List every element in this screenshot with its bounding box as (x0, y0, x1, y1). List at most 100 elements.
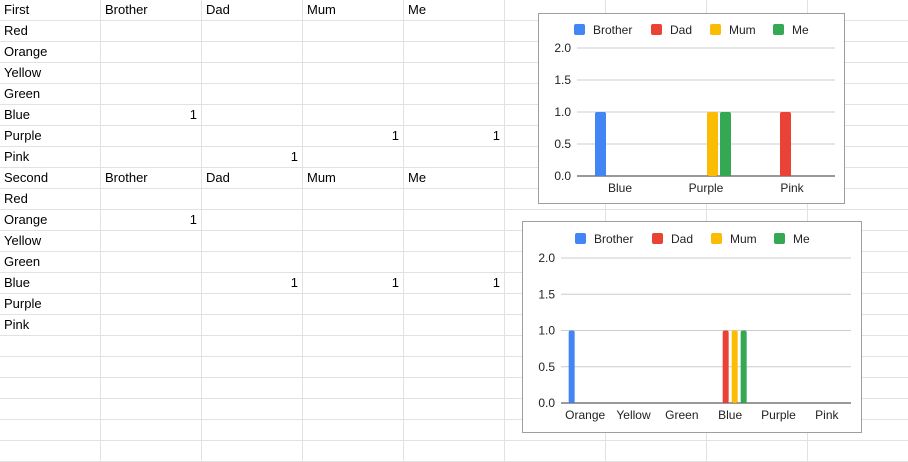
cell-g22[interactable] (606, 441, 707, 462)
cell-i1[interactable] (808, 0, 908, 21)
cell-c14[interactable]: 1 (202, 273, 303, 294)
cell-b1[interactable]: Brother (101, 0, 202, 21)
cell-d22[interactable] (303, 441, 404, 462)
cell-e14[interactable]: 1 (404, 273, 505, 294)
cell-e6[interactable] (404, 105, 505, 126)
chart0-bar-blue-brother[interactable] (595, 112, 606, 176)
cell-i21[interactable] (808, 420, 908, 441)
cell-b12[interactable] (101, 231, 202, 252)
cell-d12[interactable] (303, 231, 404, 252)
cell-b5[interactable] (101, 84, 202, 105)
cell-e12[interactable] (404, 231, 505, 252)
cell-c5[interactable] (202, 84, 303, 105)
cell-a12[interactable]: Yellow (0, 231, 101, 252)
cell-d2[interactable] (303, 21, 404, 42)
cell-c9[interactable]: Dad (202, 168, 303, 189)
cell-i6[interactable] (808, 105, 908, 126)
cell-i5[interactable] (808, 84, 908, 105)
cell-d20[interactable] (303, 399, 404, 420)
cell-i3[interactable] (808, 42, 908, 63)
cell-i10[interactable] (808, 189, 908, 210)
cell-a5[interactable]: Green (0, 84, 101, 105)
cell-b21[interactable] (101, 420, 202, 441)
cell-e3[interactable] (404, 42, 505, 63)
cell-b3[interactable] (101, 42, 202, 63)
cell-b16[interactable] (101, 315, 202, 336)
cell-d16[interactable] (303, 315, 404, 336)
cell-d1[interactable]: Mum (303, 0, 404, 21)
cell-a11[interactable]: Orange (0, 210, 101, 231)
cell-c4[interactable] (202, 63, 303, 84)
cell-b14[interactable] (101, 273, 202, 294)
cell-a18[interactable] (0, 357, 101, 378)
cell-b19[interactable] (101, 378, 202, 399)
cell-a2[interactable]: Red (0, 21, 101, 42)
chart1-bar-blue-dad[interactable] (722, 330, 729, 404)
cell-d18[interactable] (303, 357, 404, 378)
cell-a20[interactable] (0, 399, 101, 420)
cell-a14[interactable]: Blue (0, 273, 101, 294)
cell-c17[interactable] (202, 336, 303, 357)
cell-c3[interactable] (202, 42, 303, 63)
chart0-bar-pink-dad[interactable] (780, 112, 791, 176)
cell-c7[interactable] (202, 126, 303, 147)
cell-b2[interactable] (101, 21, 202, 42)
cell-e8[interactable] (404, 147, 505, 168)
cell-d21[interactable] (303, 420, 404, 441)
chart-first[interactable]: Brother Dad Mum Me 0.0 0.5 1.0 1.5 2.0 Blue Purple… (538, 13, 845, 204)
cell-c2[interactable] (202, 21, 303, 42)
chart0-bar-purple-me[interactable] (720, 112, 731, 176)
cell-a7[interactable]: Purple (0, 126, 101, 147)
cell-d11[interactable] (303, 210, 404, 231)
cell-i7[interactable] (808, 126, 908, 147)
cell-e19[interactable] (404, 378, 505, 399)
cell-a9[interactable]: Second (0, 168, 101, 189)
cell-a1[interactable]: First (0, 0, 101, 21)
chart1-bar-orange-brother[interactable] (568, 330, 575, 404)
cell-b7[interactable] (101, 126, 202, 147)
cell-c15[interactable] (202, 294, 303, 315)
cell-h22[interactable] (707, 441, 808, 462)
cell-b22[interactable] (101, 441, 202, 462)
cell-e13[interactable] (404, 252, 505, 273)
cell-c13[interactable] (202, 252, 303, 273)
cell-a13[interactable]: Green (0, 252, 101, 273)
cell-d9[interactable]: Mum (303, 168, 404, 189)
cell-c16[interactable] (202, 315, 303, 336)
cell-a3[interactable]: Orange (0, 42, 101, 63)
cell-e15[interactable] (404, 294, 505, 315)
cell-d15[interactable] (303, 294, 404, 315)
cell-c1[interactable]: Dad (202, 0, 303, 21)
cell-b17[interactable] (101, 336, 202, 357)
cell-c21[interactable] (202, 420, 303, 441)
cell-b10[interactable] (101, 189, 202, 210)
cell-d14[interactable]: 1 (303, 273, 404, 294)
cell-e22[interactable] (404, 441, 505, 462)
cell-d13[interactable] (303, 252, 404, 273)
cell-e9[interactable]: Me (404, 168, 505, 189)
cell-e16[interactable] (404, 315, 505, 336)
cell-a19[interactable] (0, 378, 101, 399)
cell-c6[interactable] (202, 105, 303, 126)
cell-e1[interactable]: Me (404, 0, 505, 21)
cell-d5[interactable] (303, 84, 404, 105)
cell-a10[interactable]: Red (0, 189, 101, 210)
cell-e18[interactable] (404, 357, 505, 378)
cell-c12[interactable] (202, 231, 303, 252)
cell-i2[interactable] (808, 21, 908, 42)
cell-c8[interactable]: 1 (202, 147, 303, 168)
cell-e11[interactable] (404, 210, 505, 231)
cell-d6[interactable] (303, 105, 404, 126)
cell-a17[interactable] (0, 336, 101, 357)
chart0-bar-purple-mum[interactable] (707, 112, 718, 176)
cell-e17[interactable] (404, 336, 505, 357)
cell-i9[interactable] (808, 168, 908, 189)
cell-d8[interactable] (303, 147, 404, 168)
cell-i8[interactable] (808, 147, 908, 168)
cell-i4[interactable] (808, 63, 908, 84)
cell-b13[interactable] (101, 252, 202, 273)
cell-d4[interactable] (303, 63, 404, 84)
cell-c18[interactable] (202, 357, 303, 378)
cell-d3[interactable] (303, 42, 404, 63)
cell-b6[interactable]: 1 (101, 105, 202, 126)
